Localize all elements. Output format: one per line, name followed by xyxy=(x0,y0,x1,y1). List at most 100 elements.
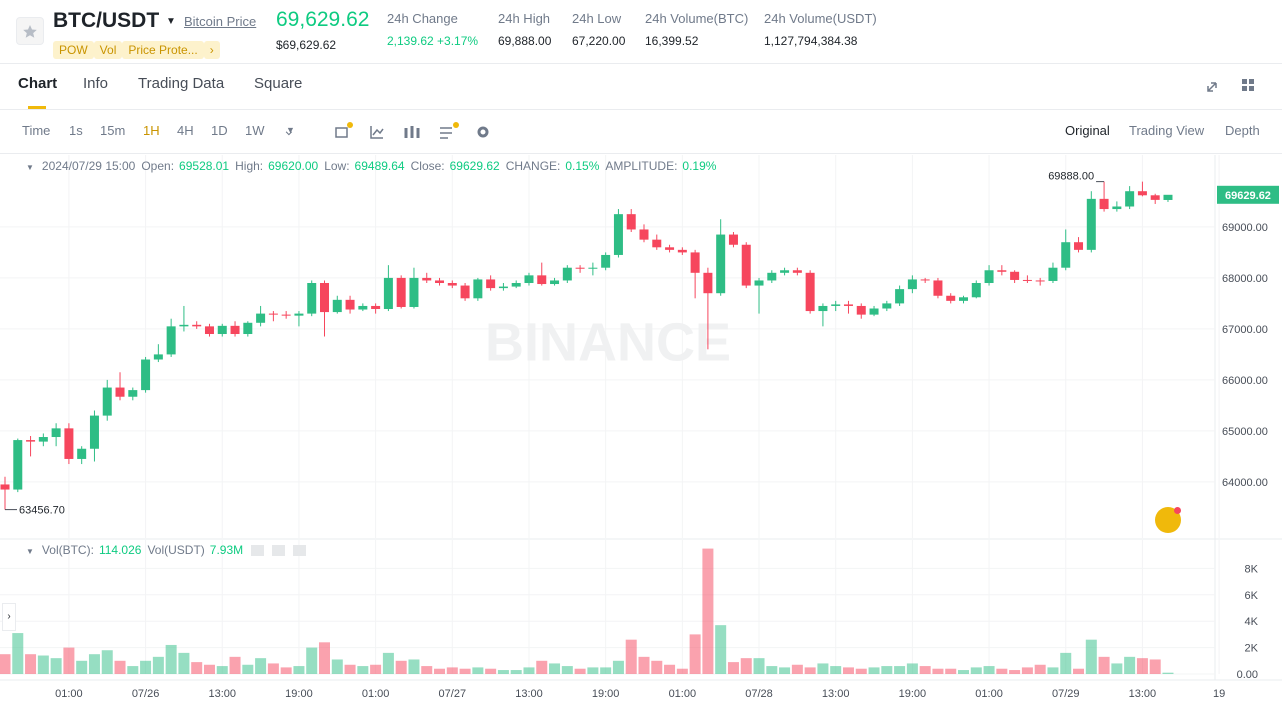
stat-value: 16,399.52 xyxy=(645,34,699,48)
view-option[interactable]: Original xyxy=(1065,123,1110,138)
dropdown[interactable] xyxy=(285,131,293,136)
divider xyxy=(0,153,1282,154)
candle-body xyxy=(639,229,649,240)
volume-bar xyxy=(293,666,305,674)
interval[interactable]: 15m xyxy=(100,123,126,138)
volume-bar xyxy=(127,666,139,674)
close-button[interactable] xyxy=(293,545,307,557)
candle-body xyxy=(486,279,496,289)
candle-icon[interactable] xyxy=(404,126,420,138)
symbol[interactable]: BTC/USDT xyxy=(53,9,160,32)
y-tick-label: 65000.00 xyxy=(1222,426,1268,438)
badge xyxy=(1174,507,1181,514)
candle-body xyxy=(971,283,981,298)
y-tick-label: 0.00 xyxy=(1237,669,1258,681)
volume-bar xyxy=(191,662,203,674)
x-tick-label: 01:00 xyxy=(55,688,83,700)
volume-bar xyxy=(88,654,100,674)
settings-list-icon[interactable] xyxy=(440,127,452,139)
candle-body xyxy=(1137,191,1147,196)
candle-body xyxy=(1099,198,1109,210)
chat-button[interactable] xyxy=(1155,507,1181,533)
tag[interactable]: Price Prote... xyxy=(122,41,204,59)
tag[interactable]: POW xyxy=(53,41,94,59)
volume-bar xyxy=(842,667,854,674)
volume-bar xyxy=(50,658,62,674)
draw-icon[interactable] xyxy=(370,126,384,139)
y-tick-label: 6K xyxy=(1245,590,1259,602)
tags: POW Vol Price Prote... › xyxy=(53,41,220,59)
volume-bar xyxy=(689,634,701,674)
tag-arrow[interactable]: › xyxy=(203,41,220,59)
view-option[interactable]: Trading View xyxy=(1129,123,1205,138)
candle-body xyxy=(1150,195,1160,200)
interval[interactable]: 1D xyxy=(211,123,228,138)
volume-bar xyxy=(651,660,663,674)
interval[interactable]: 1s xyxy=(69,123,83,138)
favorite-button[interactable] xyxy=(16,17,44,45)
interval[interactable]: 1W xyxy=(245,123,265,138)
volume-bar xyxy=(216,666,228,674)
volume-bar xyxy=(1111,663,1123,674)
tab[interactable]: Trading Data xyxy=(138,75,225,92)
expand-button[interactable]: › xyxy=(2,603,16,631)
tag[interactable]: Vol xyxy=(93,41,123,59)
collapse-caret[interactable]: ▼ xyxy=(26,163,34,172)
candle-body xyxy=(77,448,87,459)
stat-value: 69,888.00 xyxy=(498,34,552,48)
legend-value: 69620.00 xyxy=(268,159,319,173)
volume-bar xyxy=(868,667,880,674)
legend-label: Open: xyxy=(141,159,175,173)
usd-price: $69,629.62 xyxy=(276,38,337,52)
x-tick-label: 19:00 xyxy=(899,688,927,700)
view-option[interactable]: Depth xyxy=(1225,123,1260,138)
tab[interactable]: Square xyxy=(254,75,303,92)
candle-body xyxy=(307,283,317,314)
candle-body xyxy=(473,279,483,299)
legend-value: 0.15% xyxy=(565,159,600,173)
volume-legend: ▼ Vol(BTC): 114.026 Vol(USDT) 7.93M xyxy=(26,543,307,557)
legend-label: CHANGE: xyxy=(505,159,561,173)
candle-body xyxy=(396,277,406,307)
volume-bar xyxy=(715,625,727,674)
tab[interactable]: Info xyxy=(83,75,109,92)
interval[interactable]: Time xyxy=(22,123,51,138)
interval[interactable]: 4H xyxy=(177,123,194,138)
legend-value: 7.93M xyxy=(209,543,244,557)
gear-button[interactable] xyxy=(272,545,286,557)
x-tick-label: 13:00 xyxy=(1129,688,1157,700)
stat-label: 24h High xyxy=(498,11,551,26)
interval-dropdown[interactable]: ▼ xyxy=(286,125,295,135)
candle-body xyxy=(805,272,815,312)
candle-body xyxy=(1086,198,1096,250)
indicator-icon[interactable] xyxy=(335,127,348,138)
volume-bar xyxy=(280,667,292,674)
eye-button[interactable] xyxy=(251,545,265,557)
annotation-label: 63456.70 xyxy=(19,505,65,517)
interval[interactable]: 1H xyxy=(143,123,160,138)
y-tick-label: 69000.00 xyxy=(1222,222,1268,234)
candle-body xyxy=(741,244,751,286)
candle-body xyxy=(920,279,930,281)
candle-body xyxy=(997,270,1007,272)
volume-bar xyxy=(0,654,11,674)
collapse-caret[interactable]: ▼ xyxy=(26,547,34,556)
tab[interactable]: Chart xyxy=(18,75,58,92)
stat-value: 67,220.00 xyxy=(572,34,626,48)
volume-bar xyxy=(906,663,918,674)
layout-icon[interactable] xyxy=(1242,79,1254,91)
candle-body xyxy=(792,270,802,273)
legend-value: 69528.01 xyxy=(179,159,230,173)
volume-bar xyxy=(408,659,420,674)
last-price-label: 69629.62 xyxy=(1225,190,1271,202)
dropdown-caret[interactable]: ▼ xyxy=(166,16,176,27)
legend-label: Vol(BTC): xyxy=(41,543,94,557)
gear-icon[interactable] xyxy=(477,126,489,138)
fullscreen-icon[interactable] xyxy=(1207,82,1217,92)
volume-bar xyxy=(229,656,241,674)
price-link[interactable]: Bitcoin Price xyxy=(184,14,257,29)
candle-body xyxy=(294,313,304,316)
volume-bar xyxy=(395,660,407,674)
candle-body xyxy=(358,305,368,310)
